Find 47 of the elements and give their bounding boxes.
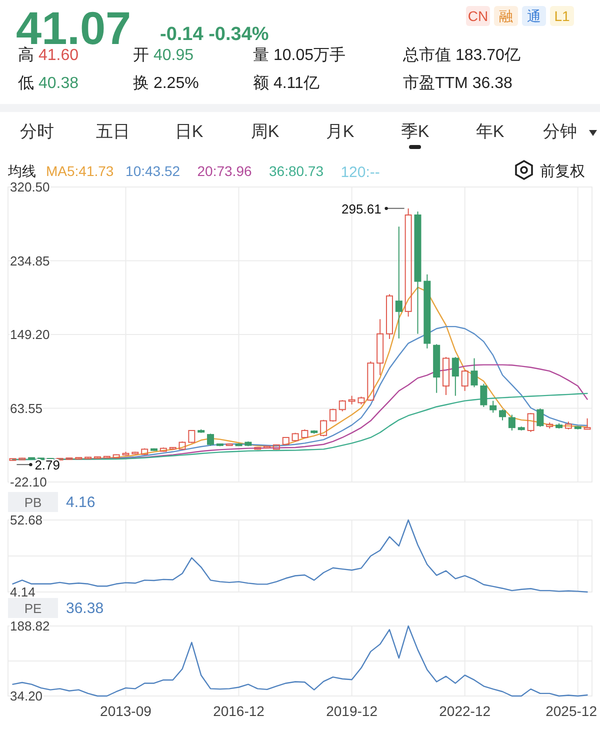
text: 季K bbox=[400, 122, 430, 141]
text: 五日 bbox=[96, 122, 130, 141]
text: PB bbox=[24, 495, 42, 510]
chart-subtitle: -0.14 -0.34% bbox=[160, 24, 269, 45]
text: 4.16 bbox=[66, 494, 96, 511]
text: 分时 bbox=[20, 122, 54, 141]
annotation: 295.61 bbox=[342, 201, 382, 216]
x-tick-label: 2025-12 bbox=[546, 703, 598, 719]
legend-title: 均线 bbox=[7, 163, 36, 179]
text: 开 40.95 bbox=[133, 47, 194, 64]
text: 通 bbox=[527, 8, 541, 24]
text: 融 bbox=[499, 8, 513, 24]
text: 低 40.38 bbox=[18, 75, 79, 92]
x-tick-label: 2019-12 bbox=[326, 703, 378, 719]
text: L1 bbox=[554, 8, 570, 24]
text: 前复权 bbox=[540, 163, 585, 180]
y-tick-label: 4.14 bbox=[10, 584, 36, 600]
x-tick-label: 2016-12 bbox=[213, 703, 265, 719]
text: 额 4.11亿 bbox=[253, 74, 320, 92]
y-tick-label: 149.20 bbox=[10, 327, 50, 342]
text: 换 2.25% bbox=[133, 75, 199, 92]
text: 分钟 bbox=[543, 122, 577, 141]
y-tick-label: -22.10 bbox=[10, 474, 47, 490]
text: 10:43.52 bbox=[126, 163, 180, 179]
text: 36:80.73 bbox=[269, 163, 324, 179]
x-tick-label: 2022-12 bbox=[439, 703, 491, 719]
text: 量 10.05万手 bbox=[253, 46, 346, 64]
text: 月K bbox=[326, 122, 355, 141]
text: 36.38 bbox=[66, 600, 104, 617]
text: 市盈TTM 36.38 bbox=[403, 74, 512, 92]
y-tick-label: 63.55 bbox=[10, 400, 43, 416]
text: CN bbox=[468, 8, 488, 24]
text: 日K bbox=[174, 122, 204, 141]
y-tick-label: 34.20 bbox=[10, 688, 43, 704]
y-tick-label: 52.68 bbox=[10, 512, 43, 528]
y-tick-label: 188.82 bbox=[10, 618, 50, 634]
text: 周K bbox=[250, 122, 280, 141]
y-tick-label: 320.50 bbox=[10, 180, 50, 194]
text: 年K bbox=[476, 122, 505, 141]
text: 总市值 183.70亿 bbox=[402, 46, 520, 64]
text: 20:73.96 bbox=[197, 163, 252, 179]
annotation: 2.79 bbox=[34, 458, 60, 473]
text: 120:-- bbox=[340, 164, 380, 181]
x-tick-label: 2013-09 bbox=[100, 703, 152, 719]
text: MA5:41.73 bbox=[46, 163, 114, 179]
text: PE bbox=[24, 601, 42, 616]
y-tick-label: 234.85 bbox=[10, 253, 50, 268]
